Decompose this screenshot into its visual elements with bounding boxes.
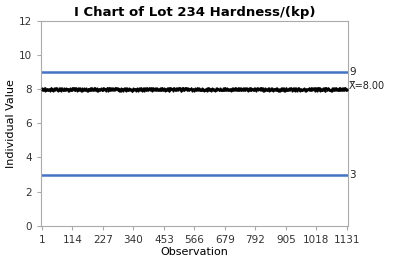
Text: X̅=8.00: X̅=8.00 [349,80,385,90]
Y-axis label: Individual Value: Individual Value [6,79,15,168]
Title: I Chart of Lot 234 Hardness/(kp): I Chart of Lot 234 Hardness/(kp) [74,6,315,19]
Text: 3: 3 [349,170,356,180]
X-axis label: Observation: Observation [160,247,228,257]
Text: 9: 9 [349,67,356,77]
